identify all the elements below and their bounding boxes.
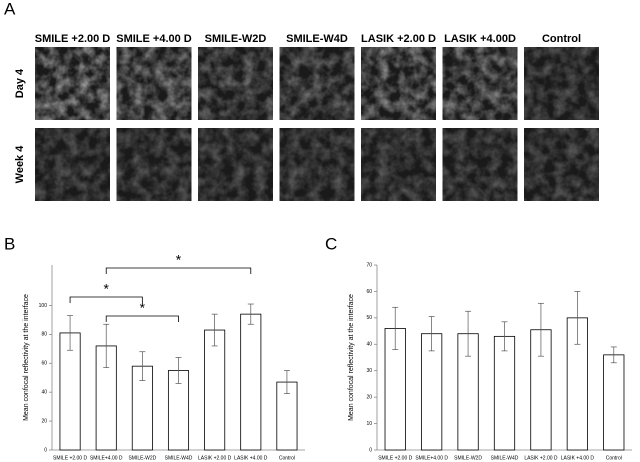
y-tick-label: 10 xyxy=(366,421,372,427)
significance-label: * xyxy=(103,281,109,297)
error-bar xyxy=(537,302,544,357)
y-tick-label: 20 xyxy=(41,418,47,424)
column-label: SMILE-W4D xyxy=(286,33,348,45)
y-tick-label: 60 xyxy=(41,361,47,367)
micrograph-texture xyxy=(361,128,436,201)
row-label: Day 4 xyxy=(14,68,26,98)
column-label: LASIK +2.00 D xyxy=(361,33,436,45)
bar xyxy=(603,354,625,451)
significance-bracket xyxy=(105,267,252,274)
bar xyxy=(493,335,516,451)
y-tick-label: 40 xyxy=(41,390,47,396)
significance-label: * xyxy=(176,252,182,268)
bar xyxy=(240,313,262,451)
micrograph-texture xyxy=(361,47,436,120)
error-bar xyxy=(139,351,146,381)
y-tick-label: 70 xyxy=(366,262,372,268)
y-tick-label: 80 xyxy=(41,332,47,338)
error-bar xyxy=(211,313,218,347)
micrograph-texture xyxy=(116,47,192,120)
y-tick-label: 30 xyxy=(366,368,372,374)
significance-label: * xyxy=(140,300,146,316)
error-bar xyxy=(465,310,472,357)
y-tick-label: 40 xyxy=(366,342,372,348)
panel-label: A xyxy=(4,0,16,18)
micrograph-texture xyxy=(35,128,110,201)
panel-label: C xyxy=(325,234,337,253)
y-tick-label: 20 xyxy=(366,394,372,400)
micrograph-texture xyxy=(524,128,599,201)
x-tick-label: LASIK +2.00 D xyxy=(198,455,232,461)
column-label: SMILE +2.00 D xyxy=(35,33,111,45)
significance-bracket xyxy=(69,296,143,303)
micrograph-texture xyxy=(279,128,355,201)
x-tick-label: SMILE-W4D xyxy=(165,455,193,461)
error-bar xyxy=(501,321,508,352)
x-tick-label: LASIK +4.00 D xyxy=(561,455,595,461)
x-tick-label: SMILE +2.00 D xyxy=(378,455,412,461)
x-tick-label: SMILE-W4D xyxy=(491,455,519,461)
micrograph-texture xyxy=(198,128,273,201)
y-tick-label: 50 xyxy=(366,315,372,321)
x-tick-label: LASIK +4.00 D xyxy=(234,455,268,461)
error-bar xyxy=(175,357,182,384)
y-axis-label: Mean confocal reflectivity at the interf… xyxy=(348,294,355,421)
error-bar xyxy=(283,370,290,394)
y-tick-label: 60 xyxy=(366,289,372,295)
error-bar xyxy=(392,306,399,350)
x-tick-label: Control xyxy=(606,455,622,461)
error-bar xyxy=(610,346,617,364)
micrograph-texture xyxy=(442,47,518,120)
error-bar xyxy=(247,303,254,325)
bar xyxy=(204,329,226,451)
x-tick-label: SMILE +2.00 D xyxy=(53,455,87,461)
y-tick-label: 0 xyxy=(369,447,372,453)
column-label: SMILE-W2D xyxy=(205,33,267,45)
x-tick-label: SMILE+4.00 D xyxy=(415,455,448,461)
micrograph-texture xyxy=(442,128,518,201)
error-bar xyxy=(67,315,74,351)
error-bar xyxy=(428,316,435,352)
micrograph-texture xyxy=(198,47,273,120)
y-tick-label: 0 xyxy=(44,447,47,453)
y-tick-label: 100 xyxy=(39,303,48,309)
error-bar xyxy=(103,323,110,368)
y-axis-label: Mean confocal reflectivity at the interf… xyxy=(23,294,30,421)
panel-label: B xyxy=(4,234,15,253)
x-tick-label: SMILE-W2D xyxy=(128,455,156,461)
micrograph-texture xyxy=(279,47,355,120)
micrograph-texture xyxy=(35,47,110,120)
significance-bracket xyxy=(105,315,179,322)
column-label: SMILE +4.00 D xyxy=(116,33,192,45)
row-label: Week 4 xyxy=(14,145,26,184)
x-tick-label: SMILE-W2D xyxy=(454,455,482,461)
micrograph-texture xyxy=(116,128,192,201)
x-tick-label: Control xyxy=(279,455,295,461)
micrograph-texture xyxy=(524,47,599,120)
column-label: LASIK +4.00D xyxy=(444,33,516,45)
x-tick-label: LASIK +2.00 D xyxy=(524,455,558,461)
error-bar xyxy=(574,291,581,345)
column-label: Control xyxy=(542,33,581,45)
x-tick-label: SMILE+4.00 D xyxy=(90,455,123,461)
